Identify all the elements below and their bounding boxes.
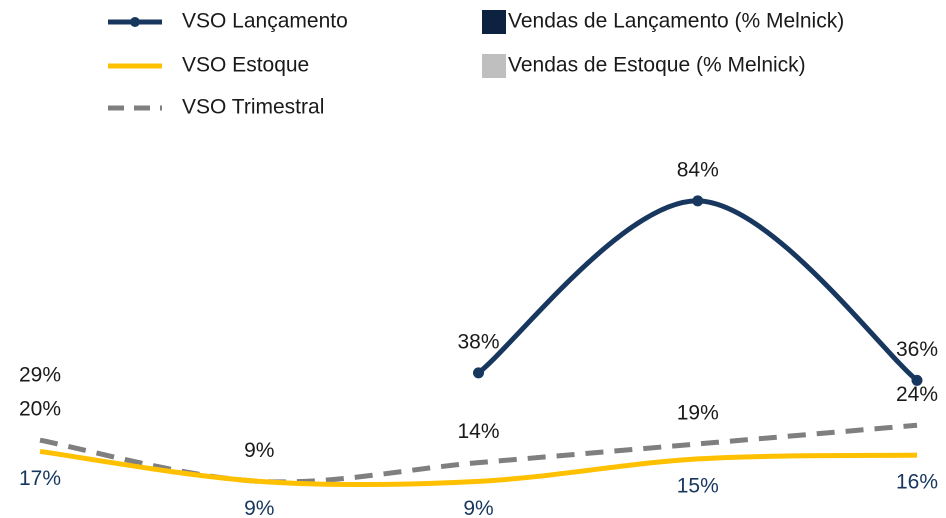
legend-swatch bbox=[482, 10, 506, 34]
legend-label: VSO Lançamento bbox=[182, 10, 348, 33]
legend-swatch bbox=[482, 54, 506, 78]
series-line bbox=[476, 198, 919, 383]
data-point bbox=[911, 374, 923, 386]
data-label: 15% bbox=[677, 474, 719, 497]
series-line bbox=[39, 448, 918, 488]
data-label: 9% bbox=[244, 439, 274, 462]
legend-label: VSO Estoque bbox=[182, 54, 309, 77]
data-label: 17% bbox=[19, 467, 61, 490]
data-label: 24% bbox=[896, 383, 938, 406]
data-label: 14% bbox=[457, 420, 499, 443]
data-point bbox=[473, 367, 484, 379]
legend-label: VSO Trimestral bbox=[182, 96, 324, 119]
data-label: 16% bbox=[896, 471, 938, 494]
data-point bbox=[692, 195, 704, 207]
legend-marker bbox=[130, 17, 140, 27]
data-label: 19% bbox=[677, 401, 719, 424]
data-label: 20% bbox=[19, 398, 61, 421]
data-label: 9% bbox=[244, 497, 274, 518]
data-label: 36% bbox=[896, 338, 938, 361]
legend-label: Vendas de Estoque (% Melnick) bbox=[508, 54, 806, 77]
data-label: 9% bbox=[463, 497, 493, 518]
legend-label: Vendas de Lançamento (% Melnick) bbox=[508, 10, 844, 33]
data-label: 38% bbox=[457, 330, 499, 353]
annotation: 29% bbox=[19, 364, 61, 387]
data-label: 84% bbox=[677, 158, 719, 181]
